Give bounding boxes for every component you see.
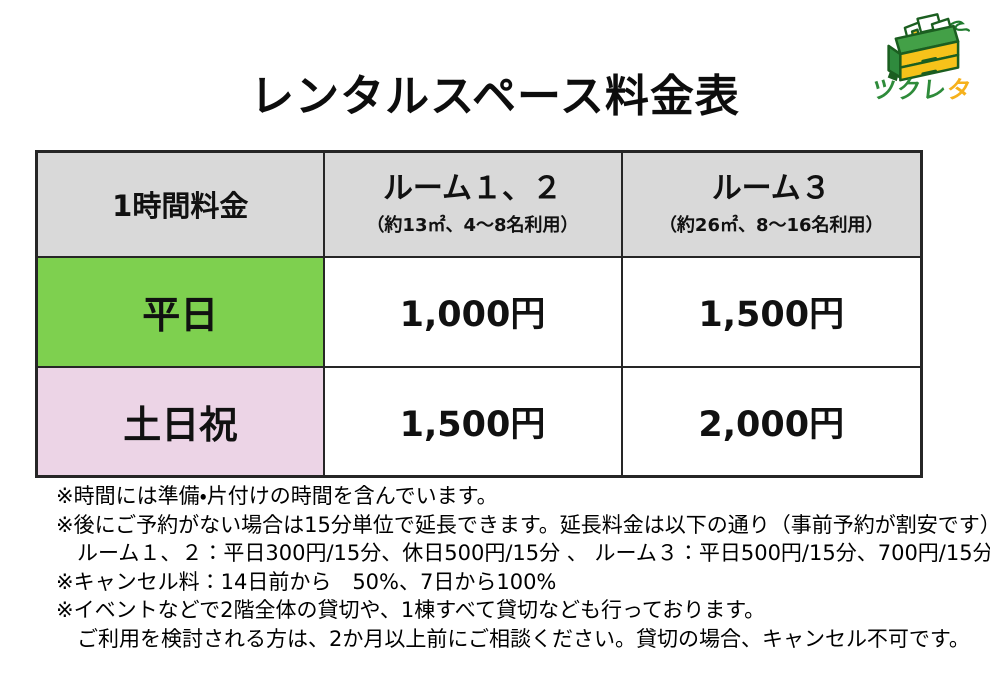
note-extension-rates: ルーム１、２：平日300円/15分、休日500円/15分 、 ルーム３：平日50… (56, 541, 990, 565)
notes: ※時間には準備・片付けの時間を含んでいます。 ※後にご予約がない場合は15分単位… (56, 482, 990, 653)
brand-name: ツクレタ (867, 76, 978, 104)
table-header-row: 1時間料金 ルーム１、２ （約13㎡、4〜8名利用） ルーム３ （約26㎡、8〜… (35, 150, 923, 258)
price-table: 1時間料金 ルーム１、２ （約13㎡、4〜8名利用） ルーム３ （約26㎡、8〜… (35, 150, 923, 478)
room-1-2-title: ルーム１、２ (382, 170, 563, 206)
room-3-title: ルーム３ (711, 170, 831, 206)
weekend-room-1-2-price: 1,500円 (322, 365, 623, 478)
brand-name-green: ツクレ (870, 76, 949, 104)
weekday-room-3-price: 1,500円 (620, 255, 923, 368)
brand-name-yellow: タ (945, 76, 974, 104)
room-3-capacity: （約26㎡、8〜16名利用） (658, 215, 884, 236)
header-hourly-rate: 1時間料金 (35, 150, 325, 258)
note-included-time: ※時間には準備・片付けの時間を含んでいます。 (56, 484, 498, 508)
header-room-1-2: ルーム１、２ （約13㎡、4〜8名利用） (322, 150, 623, 258)
page-title: レンタルスペース料金表 (250, 71, 740, 122)
toolbox-icon (887, 13, 971, 82)
header-room-3: ルーム３ （約26㎡、8〜16名利用） (620, 150, 923, 258)
weekend-room-3-price: 2,000円 (620, 365, 923, 478)
room-1-2-capacity: （約13㎡、4〜8名利用） (366, 215, 579, 236)
weekday-room-1-2-price: 1,000円 (322, 255, 623, 368)
table-row-weekend: 土日祝 1,500円 2,000円 (35, 365, 923, 478)
weekend-label: 土日祝 (35, 365, 325, 478)
weekday-label: 平日 (35, 255, 325, 368)
table-row-weekday: 平日 1,000円 1,500円 (35, 255, 923, 368)
note-extension: ※後にご予約がない場合は15分単位で延長できます。延長料金は以下の通り（事前予約… (56, 512, 990, 537)
note-cancellation-fee: ※キャンセル料：14日前から 50%、7日から100% (56, 569, 557, 594)
brand-logo: ツクレタ (867, 8, 978, 104)
note-full-rental-contact: ご利用を検討される方は、2か月以上前にご相談ください。貸切の場合、キャンセル不可… (56, 626, 970, 651)
note-full-rental: ※イベントなどで2階全体の貸切や、1棟すべて貸切なども行っております。 (56, 598, 766, 622)
